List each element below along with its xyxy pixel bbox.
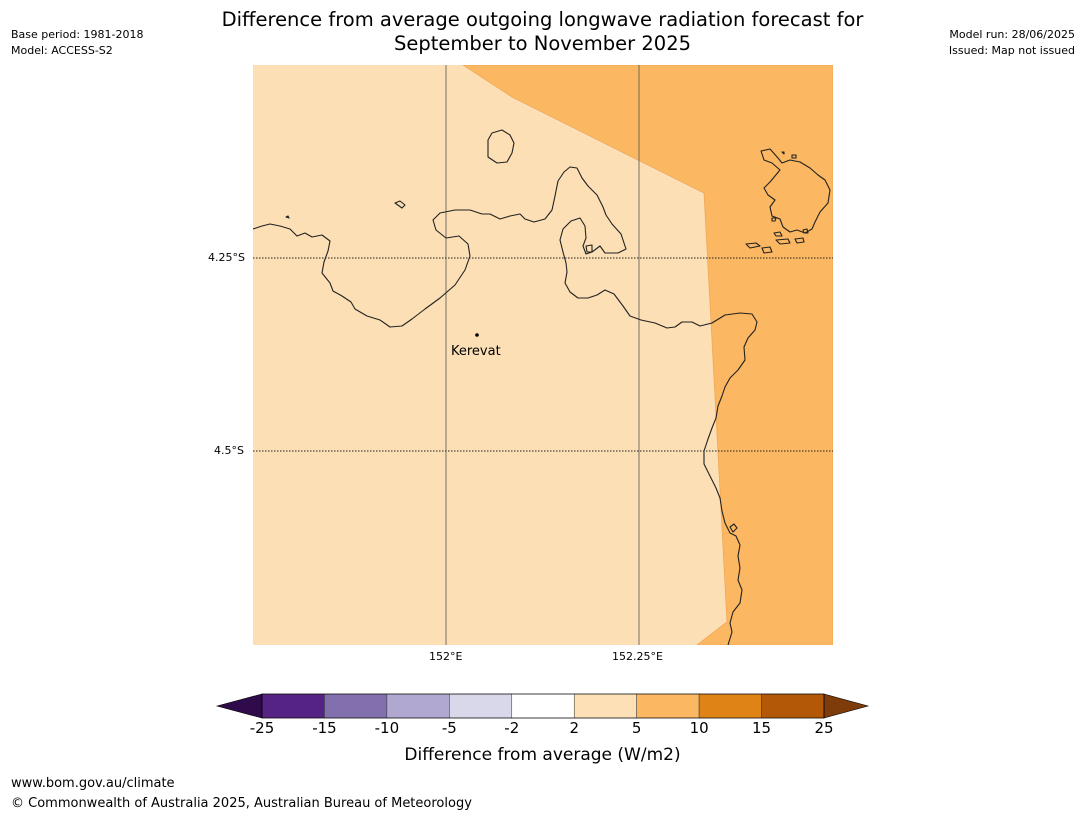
island-tiny-west — [394, 200, 406, 209]
colorbar-box-0 — [261, 693, 325, 719]
colorbar-tick: -25 — [249, 719, 275, 737]
base-period-text: Base period: 1981-2018 — [11, 28, 144, 41]
kerevat-marker — [475, 333, 479, 337]
colorbar-box-3 — [449, 693, 513, 719]
issued-text: Issued: Map not issued — [948, 44, 1075, 57]
title-line-1: Difference from average outgoing longwav… — [221, 8, 864, 31]
island-east-small-8 — [791, 154, 797, 159]
title-line-2: September to November 2025 — [393, 32, 692, 55]
kerevat-label: Kerevat — [451, 344, 501, 359]
colorbar-tick: -15 — [312, 719, 337, 737]
meta-left: Base period: 1981-2018 Model: ACCESS-S2 — [11, 27, 143, 59]
colorbar-box-6 — [636, 693, 700, 719]
lon-label-152-25E: 152.25°E — [612, 650, 663, 663]
footer-url[interactable]: www.bom.gov.au/climate — [11, 776, 175, 791]
colorbar-extend-high — [823, 693, 870, 719]
colorbar-outline — [261, 693, 825, 719]
lat-label-4-5S: 4.5°S — [214, 444, 244, 457]
map-title: Difference from average outgoing longwav… — [0, 8, 1085, 56]
island-small-north — [487, 129, 515, 164]
colorbar-box-1 — [324, 693, 388, 719]
colorbar-box-8 — [761, 693, 825, 719]
colorbar-tick: 5 — [631, 719, 642, 737]
island-east-small-3 — [775, 238, 791, 245]
model-run-text: Model run: 28/06/2025 — [949, 28, 1075, 41]
island-east-small-1 — [745, 242, 761, 249]
island-east-small-6 — [802, 228, 809, 234]
model-text: Model: ACCESS-S2 — [11, 44, 113, 57]
coastline-main — [253, 166, 758, 645]
colorbar-tick: -5 — [441, 719, 457, 737]
colorbar-label: Difference from average (W/m2) — [404, 745, 681, 765]
island-east-cluster — [760, 148, 831, 234]
colorbar-tick: -2 — [504, 719, 520, 737]
colorbar-tick: -10 — [374, 719, 400, 737]
island-tiny-west-2 — [285, 215, 290, 219]
island-east-small-4 — [794, 237, 805, 244]
lon-label-152E: 152°E — [429, 650, 463, 663]
island-east-small-7 — [771, 217, 777, 222]
island-inner-bay — [585, 244, 593, 253]
map-medium-region — [462, 65, 833, 645]
colorbar-tick: 2 — [569, 719, 579, 737]
lat-label-4-25S: 4.25°S — [208, 251, 245, 264]
colorbar-tick: 15 — [752, 719, 772, 737]
island-east-small-2 — [761, 246, 773, 254]
colorbar-extend-low — [215, 693, 263, 719]
island-east-small-9 — [781, 151, 785, 155]
colorbar-box-7 — [698, 693, 762, 719]
island-east-small-5 — [773, 231, 783, 237]
colorbar-box-4 — [511, 693, 575, 719]
meta-right: Model run: 28/06/2025 Issued: Map not is… — [949, 27, 1075, 59]
colorbar-box-5 — [573, 693, 637, 719]
island-southeast-small — [729, 523, 738, 533]
colorbar-boxes — [261, 693, 825, 719]
colorbar-box-2 — [386, 693, 450, 719]
footer-copyright: © Commonwealth of Australia 2025, Austra… — [11, 796, 472, 811]
colorbar-tick: 10 — [689, 719, 709, 737]
colorbar-tick: 25 — [814, 719, 834, 737]
